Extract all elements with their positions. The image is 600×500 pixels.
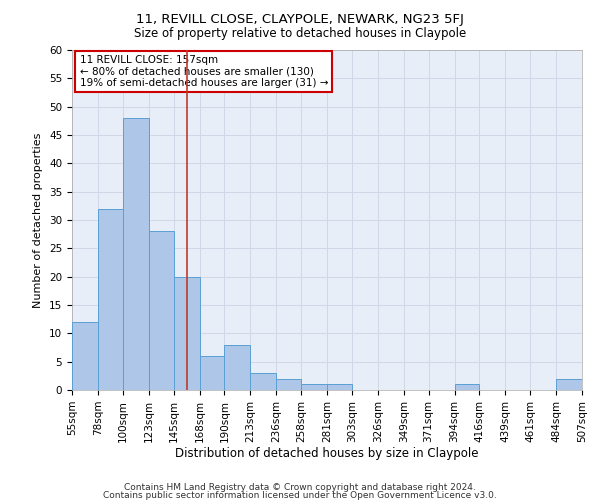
Bar <box>301 384 327 390</box>
Bar <box>98 208 123 390</box>
Bar <box>327 384 352 390</box>
Bar <box>199 356 224 390</box>
Y-axis label: Number of detached properties: Number of detached properties <box>34 132 43 308</box>
X-axis label: Distribution of detached houses by size in Claypole: Distribution of detached houses by size … <box>175 448 479 460</box>
Bar <box>72 322 98 390</box>
Bar <box>556 378 582 390</box>
Text: Contains public sector information licensed under the Open Government Licence v3: Contains public sector information licen… <box>103 491 497 500</box>
Text: Contains HM Land Registry data © Crown copyright and database right 2024.: Contains HM Land Registry data © Crown c… <box>124 484 476 492</box>
Bar <box>250 373 276 390</box>
Bar <box>455 384 479 390</box>
Text: 11 REVILL CLOSE: 157sqm
← 80% of detached houses are smaller (130)
19% of semi-d: 11 REVILL CLOSE: 157sqm ← 80% of detache… <box>80 55 328 88</box>
Bar <box>173 276 199 390</box>
Bar <box>276 378 301 390</box>
Bar <box>224 344 250 390</box>
Text: 11, REVILL CLOSE, CLAYPOLE, NEWARK, NG23 5FJ: 11, REVILL CLOSE, CLAYPOLE, NEWARK, NG23… <box>136 12 464 26</box>
Bar <box>123 118 149 390</box>
Text: Size of property relative to detached houses in Claypole: Size of property relative to detached ho… <box>134 28 466 40</box>
Bar <box>149 232 173 390</box>
